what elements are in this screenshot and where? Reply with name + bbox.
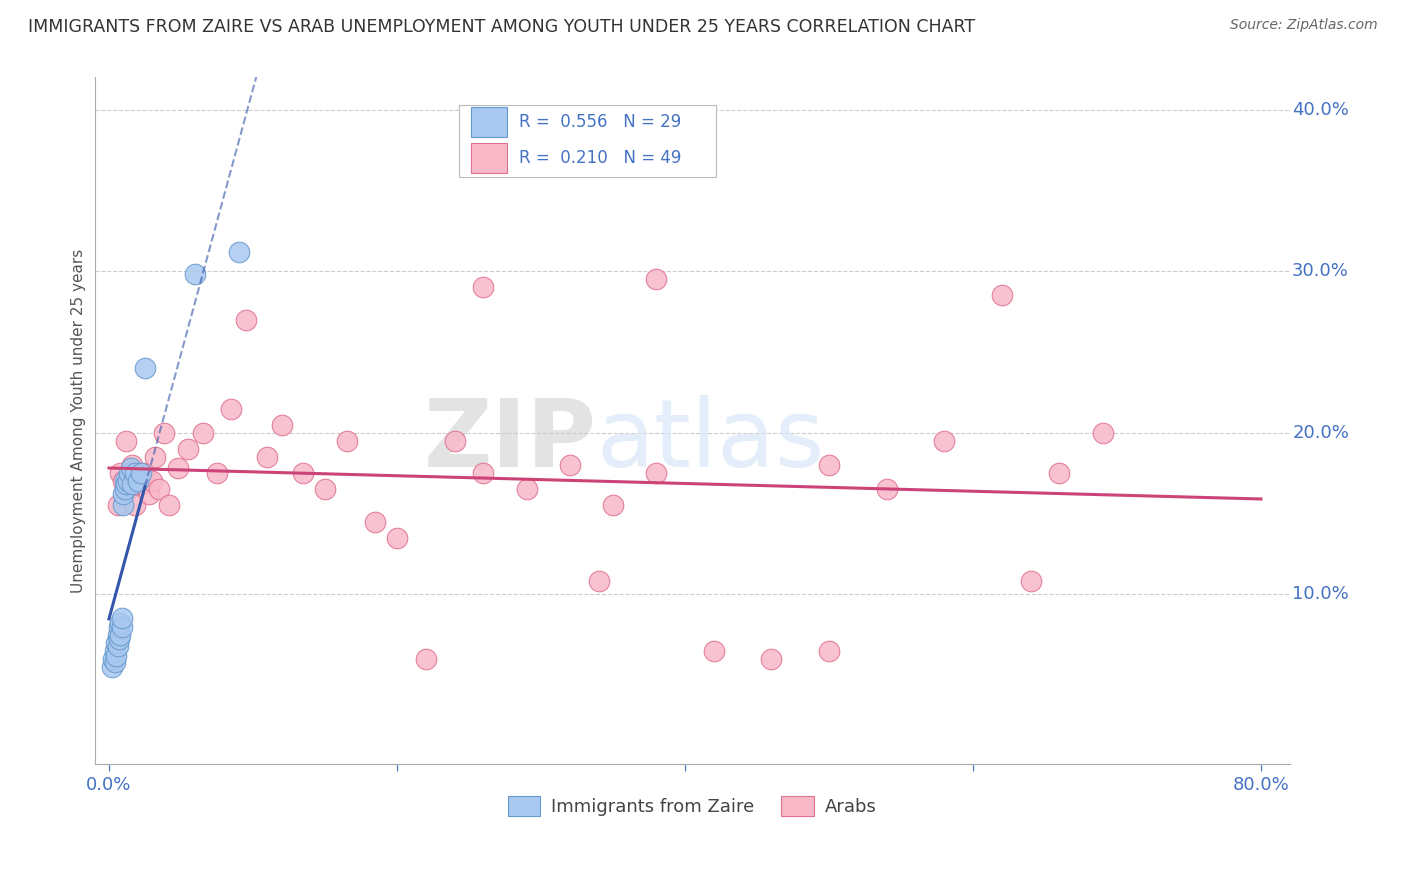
Point	[121, 477, 143, 491]
Point	[1091, 425, 1114, 440]
Point	[110, 627, 132, 641]
Point	[107, 627, 129, 641]
Point	[588, 574, 610, 589]
Point	[335, 434, 357, 448]
Point	[127, 474, 149, 488]
Point	[104, 644, 127, 658]
Point	[112, 487, 135, 501]
Bar	[471, 106, 508, 137]
Text: 10.0%: 10.0%	[1292, 585, 1348, 603]
Legend: Immigrants from Zaire, Arabs: Immigrants from Zaire, Arabs	[501, 789, 884, 823]
Point	[159, 499, 181, 513]
Point	[270, 417, 292, 432]
Point	[472, 466, 495, 480]
Point	[761, 652, 783, 666]
Point	[110, 616, 132, 631]
Point	[124, 466, 146, 480]
Point	[120, 461, 142, 475]
Text: R =  0.210   N = 49: R = 0.210 N = 49	[519, 149, 682, 167]
Point	[876, 483, 898, 497]
Text: atlas: atlas	[596, 395, 825, 487]
Point	[235, 312, 257, 326]
Point	[124, 499, 146, 513]
Point	[103, 652, 125, 666]
Point	[107, 639, 129, 653]
Point	[115, 434, 138, 448]
Point	[118, 466, 141, 480]
Point	[516, 483, 538, 497]
Point	[990, 288, 1012, 302]
Point	[364, 515, 387, 529]
Point	[114, 474, 136, 488]
Point	[472, 280, 495, 294]
Text: Source: ZipAtlas.com: Source: ZipAtlas.com	[1230, 18, 1378, 32]
Point	[645, 466, 668, 480]
Text: 40.0%: 40.0%	[1292, 101, 1348, 119]
Point	[152, 425, 174, 440]
Point	[602, 499, 624, 513]
Point	[129, 477, 152, 491]
Point	[117, 474, 139, 488]
Text: 20.0%: 20.0%	[1292, 424, 1348, 442]
Point	[148, 483, 170, 497]
Point	[108, 632, 131, 647]
Point	[129, 466, 152, 480]
Point	[111, 611, 134, 625]
Point	[110, 466, 132, 480]
Point	[138, 487, 160, 501]
Point	[292, 466, 315, 480]
Point	[105, 648, 128, 663]
Text: ZIP: ZIP	[423, 395, 596, 487]
Point	[228, 244, 250, 259]
Text: R =  0.556   N = 29: R = 0.556 N = 29	[519, 112, 681, 130]
Point	[134, 466, 156, 480]
Point	[184, 268, 207, 282]
Point	[127, 466, 149, 480]
Point	[141, 474, 163, 488]
Point	[111, 619, 134, 633]
Point	[415, 652, 437, 666]
Point	[115, 477, 138, 491]
Point	[167, 461, 190, 475]
Point	[143, 450, 166, 464]
Point	[191, 425, 214, 440]
Point	[105, 636, 128, 650]
Point	[443, 434, 465, 448]
Y-axis label: Unemployment Among Youth under 25 years: Unemployment Among Youth under 25 years	[72, 249, 86, 593]
Text: 30.0%: 30.0%	[1292, 262, 1348, 280]
Text: IMMIGRANTS FROM ZAIRE VS ARAB UNEMPLOYMENT AMONG YOUTH UNDER 25 YEARS CORRELATIO: IMMIGRANTS FROM ZAIRE VS ARAB UNEMPLOYME…	[28, 18, 976, 36]
Point	[118, 483, 141, 497]
Point	[314, 483, 336, 497]
Point	[205, 466, 228, 480]
Point	[818, 644, 841, 658]
Bar	[471, 143, 508, 173]
Point	[934, 434, 956, 448]
Point	[114, 483, 136, 497]
Point	[818, 458, 841, 472]
Point	[121, 458, 143, 472]
Point	[703, 644, 725, 658]
Point	[1019, 574, 1042, 589]
Point	[112, 499, 135, 513]
Point	[256, 450, 278, 464]
Point	[558, 458, 581, 472]
Point	[107, 499, 129, 513]
Point	[221, 401, 243, 416]
Point	[108, 619, 131, 633]
Point	[645, 272, 668, 286]
Point	[1047, 466, 1070, 480]
Point	[104, 655, 127, 669]
FancyBboxPatch shape	[460, 105, 716, 177]
Point	[385, 531, 408, 545]
Point	[177, 442, 200, 456]
Point	[101, 660, 124, 674]
Point	[134, 361, 156, 376]
Point	[112, 474, 135, 488]
